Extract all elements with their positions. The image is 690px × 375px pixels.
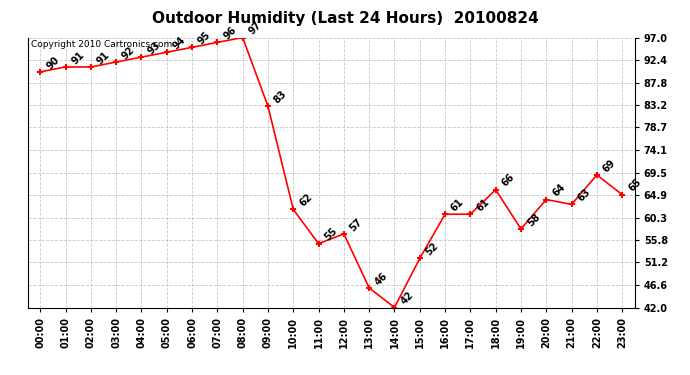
Text: 93: 93 <box>146 40 162 56</box>
Text: 61: 61 <box>449 197 466 213</box>
Text: 92: 92 <box>120 45 137 61</box>
Text: 62: 62 <box>297 192 314 208</box>
Text: 42: 42 <box>399 290 415 307</box>
Text: 61: 61 <box>475 197 491 213</box>
Text: 57: 57 <box>348 216 364 233</box>
Text: Copyright 2010 Cartronics.com: Copyright 2010 Cartronics.com <box>30 40 172 49</box>
Text: 96: 96 <box>221 25 238 42</box>
Text: 64: 64 <box>551 182 567 199</box>
Text: 63: 63 <box>575 187 592 204</box>
Text: 94: 94 <box>171 35 188 51</box>
Text: 97: 97 <box>247 20 264 37</box>
Text: 65: 65 <box>627 177 643 194</box>
Text: 91: 91 <box>95 50 112 66</box>
Text: 95: 95 <box>196 30 213 46</box>
Text: 83: 83 <box>272 89 289 105</box>
Text: Outdoor Humidity (Last 24 Hours)  20100824: Outdoor Humidity (Last 24 Hours) 2010082… <box>152 11 538 26</box>
Text: 52: 52 <box>424 241 440 258</box>
Text: 69: 69 <box>601 158 618 174</box>
Text: 46: 46 <box>373 270 390 287</box>
Text: 90: 90 <box>44 54 61 71</box>
Text: 91: 91 <box>70 50 86 66</box>
Text: 55: 55 <box>323 226 339 243</box>
Text: 58: 58 <box>525 211 542 228</box>
Text: 66: 66 <box>500 172 516 189</box>
